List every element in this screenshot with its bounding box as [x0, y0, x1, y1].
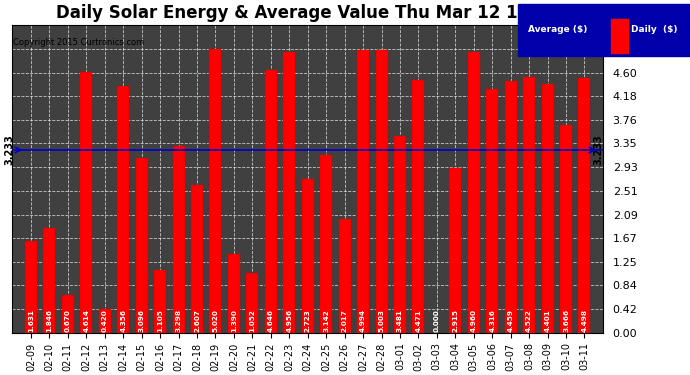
Text: 2.723: 2.723 — [305, 309, 310, 332]
Bar — [265, 70, 277, 333]
Bar — [246, 273, 258, 333]
Text: Average ($): Average ($) — [528, 26, 587, 34]
Text: 4.471: 4.471 — [415, 309, 422, 332]
Text: 4.614: 4.614 — [83, 309, 89, 332]
Bar — [210, 49, 221, 333]
Text: 5.020: 5.020 — [213, 309, 219, 332]
Text: 4.498: 4.498 — [582, 309, 587, 332]
Text: 1.631: 1.631 — [28, 309, 34, 332]
Bar — [80, 72, 92, 333]
Text: 1.846: 1.846 — [46, 309, 52, 332]
Text: 3.096: 3.096 — [139, 309, 145, 332]
Text: 0.670: 0.670 — [65, 309, 71, 332]
Text: 1.105: 1.105 — [157, 309, 163, 332]
Bar — [486, 88, 498, 333]
Text: 4.459: 4.459 — [508, 309, 513, 332]
Text: 4.401: 4.401 — [544, 309, 551, 332]
Bar — [284, 53, 295, 333]
Bar — [62, 295, 74, 333]
Text: 3.233: 3.233 — [4, 135, 14, 165]
Bar — [191, 185, 203, 333]
Bar — [99, 309, 111, 333]
Text: 2.915: 2.915 — [453, 309, 458, 332]
Text: 2.017: 2.017 — [342, 309, 348, 332]
Bar — [523, 77, 535, 333]
Bar — [394, 136, 406, 333]
Bar — [542, 84, 553, 333]
Bar — [560, 125, 572, 333]
Bar — [578, 78, 591, 333]
Text: 3.298: 3.298 — [175, 309, 181, 332]
Bar — [302, 179, 314, 333]
Text: Copyright 2015 Curtronics.com: Copyright 2015 Curtronics.com — [13, 38, 145, 47]
Text: 0.000: 0.000 — [434, 309, 440, 332]
Bar — [320, 155, 332, 333]
Text: 4.356: 4.356 — [120, 309, 126, 332]
Bar — [228, 254, 240, 333]
Text: 4.960: 4.960 — [471, 309, 477, 332]
Text: 4.994: 4.994 — [360, 309, 366, 332]
Bar — [504, 81, 517, 333]
Text: 4.956: 4.956 — [286, 309, 293, 332]
Text: 5.003: 5.003 — [379, 309, 384, 332]
Text: 1.052: 1.052 — [249, 309, 255, 332]
Text: 3.142: 3.142 — [323, 309, 329, 332]
Text: 4.646: 4.646 — [268, 309, 274, 332]
Bar — [468, 52, 480, 333]
Bar — [339, 219, 351, 333]
Title: Daily Solar Energy & Average Value Thu Mar 12 18:59: Daily Solar Energy & Average Value Thu M… — [57, 4, 559, 22]
Bar — [357, 50, 369, 333]
Text: 3.666: 3.666 — [563, 309, 569, 332]
Bar — [136, 158, 148, 333]
Text: 3.481: 3.481 — [397, 309, 403, 332]
Text: 0.420: 0.420 — [101, 309, 108, 332]
Bar — [117, 86, 129, 333]
Text: 4.522: 4.522 — [526, 309, 532, 332]
Bar — [449, 168, 462, 333]
Bar — [43, 228, 55, 333]
Bar — [375, 50, 388, 333]
Bar — [25, 240, 37, 333]
Bar — [413, 80, 424, 333]
Text: 3.233: 3.233 — [593, 135, 604, 165]
Text: Daily  ($): Daily ($) — [631, 26, 678, 34]
Text: 1.390: 1.390 — [231, 309, 237, 332]
Text: 2.607: 2.607 — [194, 309, 200, 332]
Bar — [172, 146, 184, 333]
Text: 4.316: 4.316 — [489, 309, 495, 332]
Bar — [154, 270, 166, 333]
